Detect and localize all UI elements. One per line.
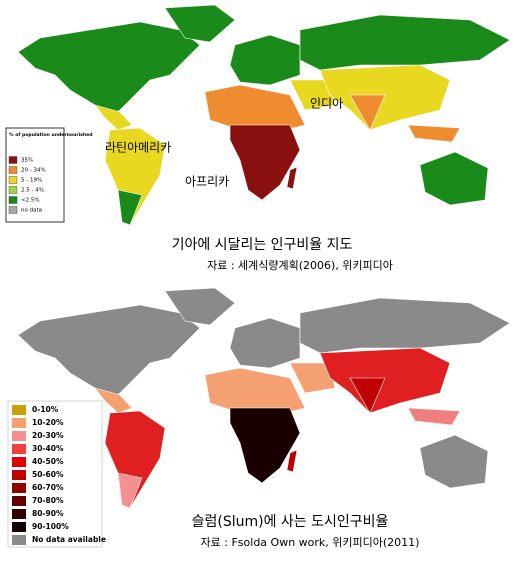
region [286, 449, 298, 473]
region [419, 151, 489, 206]
region [229, 407, 301, 484]
source: 자료 : 세계식량계획(2006), 위키피디아 [207, 259, 393, 272]
legend-swatch [12, 444, 26, 454]
legend-label: 80-90% [32, 509, 64, 518]
region [319, 64, 451, 131]
legend-label: 20-30% [32, 431, 64, 440]
region [299, 297, 511, 354]
region [229, 317, 301, 369]
map-label: 인디아 [310, 97, 343, 111]
legend-swatch [8, 176, 18, 184]
region [289, 79, 336, 111]
legend-title: % of population undernourished [9, 132, 93, 138]
source: 자료 : Fsolda Own work, 위키피디아(2011) [201, 536, 420, 549]
legend-swatch [12, 522, 26, 532]
legend-label: 20 - 34% [21, 168, 46, 174]
region [349, 94, 386, 131]
legend-swatch [12, 405, 26, 415]
region [17, 21, 201, 119]
region [349, 377, 386, 414]
legend-label: 70-80% [32, 496, 64, 505]
region [117, 472, 143, 509]
region [117, 189, 143, 226]
legend-label: 40-50% [32, 457, 64, 466]
legend-label: 35% [21, 158, 33, 164]
region [204, 84, 306, 131]
caption: 슬럼(Slum)에 사는 도시인구비율 [192, 514, 389, 530]
region [229, 124, 301, 201]
region [17, 304, 201, 402]
legend-label: no data [21, 208, 42, 214]
region [407, 124, 461, 143]
region [164, 4, 236, 43]
legend-swatch [12, 509, 26, 519]
legend-swatch [12, 470, 26, 480]
legend-label: 60-70% [32, 483, 64, 492]
legend-swatch [8, 186, 18, 194]
region [204, 367, 306, 414]
region [94, 104, 133, 131]
legend-swatch [8, 166, 18, 174]
legend-swatch [12, 496, 26, 506]
legend-label: 50-60% [32, 470, 64, 479]
region [286, 166, 298, 190]
legend-label: 5 - 19% [21, 178, 42, 184]
slum-map [17, 287, 511, 509]
caption: 기아에 시달리는 인구비율 지도 [172, 237, 353, 253]
region [229, 34, 301, 86]
region [407, 407, 461, 426]
map-label: 아프리카 [185, 175, 229, 189]
legend-label: 2.5 - 4% [21, 188, 44, 194]
map-label: 라틴아메리카 [105, 141, 171, 155]
legend-swatch [12, 483, 26, 493]
region [94, 387, 133, 414]
region [299, 14, 511, 71]
legend-swatch [12, 535, 26, 545]
region [319, 347, 451, 414]
region [289, 362, 336, 394]
legend-swatch [12, 431, 26, 441]
legend-label: No data available [32, 535, 106, 544]
legend-swatch [8, 206, 18, 214]
legend-label: 10-20% [32, 418, 64, 427]
hunger-map [17, 4, 511, 226]
legend-swatch [12, 457, 26, 467]
legend-swatch [8, 156, 18, 164]
legend-swatch [8, 196, 18, 204]
region [164, 287, 236, 326]
legend-label: <2.5% [21, 198, 40, 204]
legend-swatch [12, 418, 26, 428]
legend-label: 0-10% [32, 405, 59, 414]
region [419, 434, 489, 489]
legend-label: 30-40% [32, 444, 64, 453]
legend-label: 90-100% [32, 522, 69, 531]
